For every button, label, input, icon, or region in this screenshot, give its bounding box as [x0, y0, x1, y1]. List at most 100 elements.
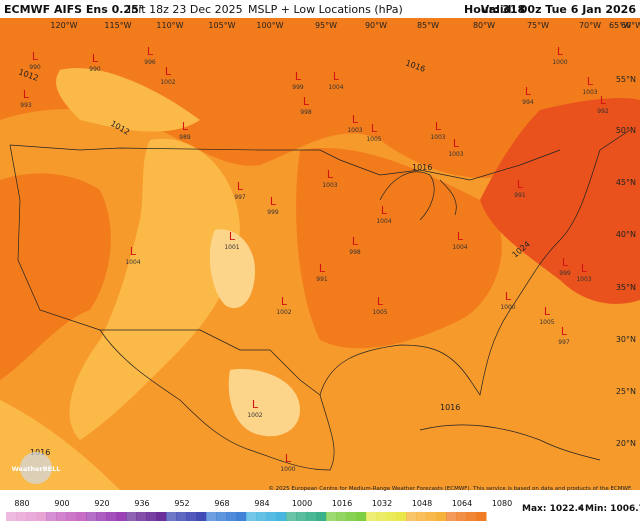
low-pressure: 1002: [276, 309, 291, 316]
low-pressure: 999: [267, 209, 279, 216]
stat-separator: •: [577, 504, 582, 514]
us-gulf-east-coast: [319, 129, 631, 396]
logo: WeatherBELL: [12, 452, 60, 484]
colorbar-segment: [446, 512, 457, 521]
low-symbol: L: [130, 245, 137, 258]
low-symbol: L: [600, 94, 607, 107]
low-symbol: L: [581, 262, 588, 275]
colorbar-segment: [386, 512, 397, 521]
latitude-label: 20°N: [616, 439, 636, 448]
init-time: Init 18z 23 Dec 2025: [128, 3, 243, 16]
longitude-label: 75°W: [527, 21, 549, 30]
low-symbol: L: [237, 180, 244, 193]
colorbar-label: 984: [254, 499, 269, 508]
low-symbol: L: [561, 325, 568, 338]
colorbar-label: 900: [54, 499, 69, 508]
low-symbol: L: [435, 120, 442, 133]
colorbar-segment: [156, 512, 167, 521]
colorbar-label: 880: [14, 499, 29, 508]
low-pressure: 997: [558, 339, 570, 346]
low-symbol: L: [544, 305, 551, 318]
valid-time: Valid: 00z Tue 6 Jan 2026: [481, 3, 637, 16]
low-pressure: 1001: [224, 244, 239, 251]
longitude-label: 80°W: [473, 21, 495, 30]
longitude-label: 115°W: [104, 21, 131, 30]
low-symbol: L: [352, 113, 359, 126]
longitude-label: 90°W: [365, 21, 387, 30]
low-pressure: 998: [349, 249, 361, 256]
low-symbol: L: [92, 52, 99, 65]
low-symbol: L: [303, 95, 310, 108]
pressure-field: [0, 18, 640, 490]
low-symbol: L: [562, 256, 569, 269]
field-high-canada: [56, 68, 200, 132]
low-pressure: 996: [144, 59, 156, 66]
colorbar-label: 968: [214, 499, 229, 508]
colorbar-segment: [236, 512, 247, 521]
low-pressure: 1005: [539, 319, 554, 326]
low-pressure: 1000: [552, 59, 567, 66]
field-low-central: [296, 148, 502, 349]
colorbar-label: 952: [174, 499, 189, 508]
longitude-label: 105°W: [208, 21, 235, 30]
colorbar-segment: [96, 512, 107, 521]
low-pressure: 1004: [376, 218, 391, 225]
isobar-label: 1016: [30, 448, 50, 457]
longitude-label: 85°W: [417, 21, 439, 30]
colorbar-segment: [296, 512, 307, 521]
low-symbol: L: [352, 235, 359, 248]
colorbar-segment: [276, 512, 287, 521]
colorbar-segment: [136, 512, 147, 521]
colorbar-label: 1032: [372, 499, 392, 508]
low-pressure: 1000: [280, 466, 295, 473]
low-pressure: 992: [597, 108, 609, 115]
isobar-label: 1016: [440, 403, 460, 412]
low-symbol: L: [381, 204, 388, 217]
field-low-west: [0, 173, 111, 380]
low-symbol: L: [32, 50, 39, 63]
low-pressure: 1005: [372, 309, 387, 316]
low-pressure: 999: [559, 270, 571, 277]
colorbar-segment: [326, 512, 337, 521]
mexico-coast: [99, 329, 335, 471]
longitude-label: 120°W: [50, 21, 77, 30]
low-symbol: L: [457, 230, 464, 243]
colorbar-segment: [216, 512, 227, 521]
latitude-label: 40°N: [616, 230, 636, 239]
low-symbol: L: [281, 295, 288, 308]
longitude-label: 65°W: [609, 21, 631, 30]
low-pressure: 1000: [500, 304, 515, 311]
low-pressure: 1002: [160, 79, 175, 86]
colorbar-segment: [356, 512, 367, 521]
header-bar: [0, 0, 640, 18]
max-value: Max: 1022.4: [522, 504, 584, 514]
colorbar-segment: [456, 512, 467, 521]
low-pressure: 991: [514, 192, 526, 199]
low-symbol: L: [327, 168, 334, 181]
copyright: © 2025 European Centre for Medium-Range …: [268, 485, 632, 492]
field-high-core: [209, 229, 255, 309]
low-symbol: L: [285, 452, 292, 465]
caribbean: [419, 424, 601, 461]
longitude-label: 100°W: [256, 21, 283, 30]
colorbar-segment: [106, 512, 117, 521]
colorbar-segment: [146, 512, 157, 521]
colorbar-segment: [226, 512, 237, 521]
colorbar-segment: [206, 512, 217, 521]
colorbar-segment: [76, 512, 87, 521]
great-lakes: [379, 171, 457, 221]
low-symbol: L: [229, 230, 236, 243]
low-pressure: 1003: [576, 276, 591, 283]
low-symbol: L: [557, 45, 564, 58]
low-symbol: L: [333, 70, 340, 83]
colorbar-segment: [16, 512, 27, 521]
us-canada-border: [9, 144, 561, 181]
model-name: ECMWF AIFS Ens 0.25°: [4, 3, 144, 16]
field-high-mexico: [228, 369, 300, 437]
low-pressure: 1005: [366, 136, 381, 143]
colorbar-segment: [116, 512, 127, 521]
us-west-south-border: [9, 144, 321, 396]
colorbar-segment: [36, 512, 47, 521]
min-value: Min: 1006.7: [585, 504, 640, 514]
colorbar-segment: [286, 512, 297, 521]
